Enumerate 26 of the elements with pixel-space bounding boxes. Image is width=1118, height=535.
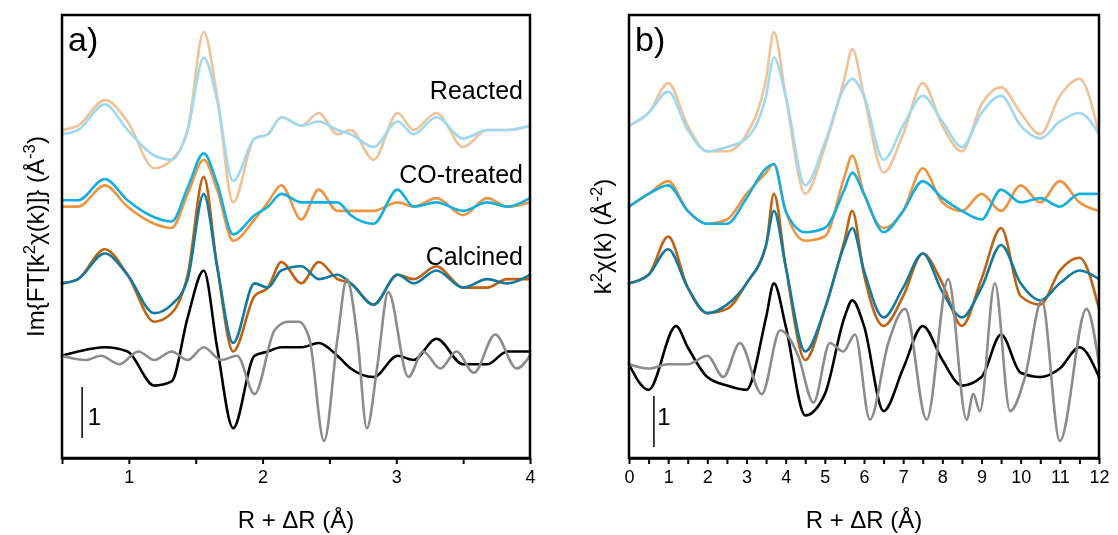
annotation: Calcined (425, 242, 523, 271)
x-tick-label: 12 (1089, 467, 1110, 488)
x-tick-label: 10 (1011, 467, 1032, 488)
x-tick-label: 5 (820, 467, 831, 488)
x-tick-label: 7 (898, 467, 909, 488)
x-tick-label: 2 (258, 467, 269, 488)
x-tick-label: 11 (1050, 467, 1070, 488)
x-tick-label: 4 (781, 467, 792, 488)
x-tick-label: 4 (525, 467, 536, 488)
x-tick-label: 0 (624, 467, 635, 488)
chart-title: a) (68, 20, 99, 58)
x-tick-label: 9 (976, 467, 988, 488)
x-tick-label: 1 (663, 467, 674, 488)
annotation: Reacted (429, 76, 523, 105)
x-axis-title: R + ΔR (Å) (805, 506, 923, 533)
annotation: 1 (87, 402, 102, 430)
x-tick-label: 1 (124, 467, 135, 488)
x-tick-label: 3 (741, 467, 753, 488)
annotation: 1 (657, 402, 671, 430)
x-axis-title: R + ΔR (Å) (237, 506, 355, 533)
x-tick-label: 6 (859, 467, 870, 488)
annotation: CO-treated (399, 160, 523, 189)
x-tick-label: 8 (937, 467, 948, 488)
chart-title: b) (635, 20, 666, 58)
x-tick-label: 3 (391, 467, 402, 488)
x-tick-label: 2 (702, 467, 713, 488)
